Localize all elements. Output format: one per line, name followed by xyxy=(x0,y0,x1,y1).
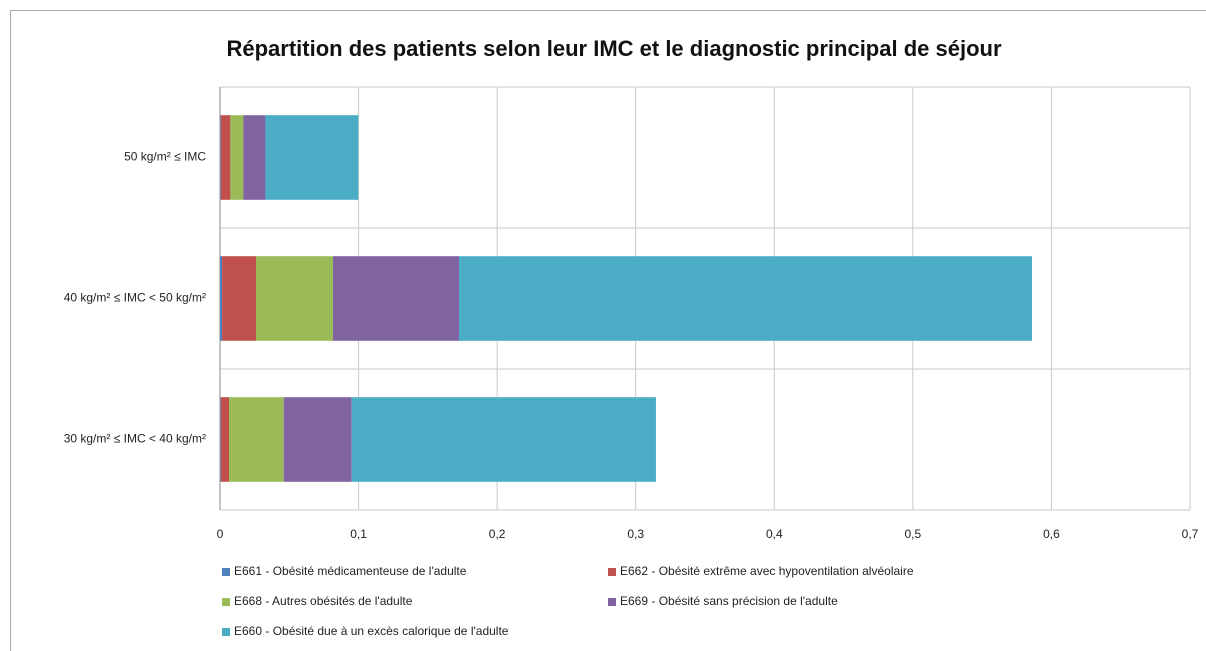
legend-swatch xyxy=(222,598,230,606)
legend-swatch xyxy=(222,568,230,576)
y-tick-label: 40 kg/m² ≤ IMC < 50 kg/m² xyxy=(64,291,206,305)
chart-title: Répartition des patients selon leur IMC … xyxy=(226,36,1001,61)
bar-segment xyxy=(256,256,333,341)
bar-segment xyxy=(283,397,352,482)
legend-label: E661 - Obésité médicamenteuse de l'adult… xyxy=(234,564,467,578)
bar-segment xyxy=(459,256,1033,341)
legend-label: E660 - Obésité due à un excès calorique … xyxy=(234,624,509,638)
x-tick-label: 0,5 xyxy=(905,527,922,541)
x-tick-label: 0,1 xyxy=(350,527,367,541)
bar-segment xyxy=(222,256,257,341)
bar-segment xyxy=(351,397,656,482)
legend-label: E668 - Autres obésités de l'adulte xyxy=(234,594,413,608)
x-tick-label: 0,7 xyxy=(1182,527,1199,541)
bar-segment xyxy=(220,397,221,482)
legend-swatch xyxy=(608,598,616,606)
bar-segment xyxy=(229,397,284,482)
bar-segment xyxy=(332,256,460,341)
bar-segment xyxy=(220,115,221,200)
x-tick-label: 0,2 xyxy=(489,527,506,541)
bar-segment xyxy=(230,115,244,200)
legend-swatch xyxy=(608,568,616,576)
y-tick-label: 30 kg/m² ≤ IMC < 40 kg/m² xyxy=(64,432,206,446)
legend-label: E669 - Obésité sans précision de l'adult… xyxy=(620,594,838,608)
bar-segment xyxy=(220,115,231,200)
legend-swatch xyxy=(222,628,230,636)
x-tick-label: 0 xyxy=(217,527,224,541)
x-tick-label: 0,4 xyxy=(766,527,783,541)
bar-segment xyxy=(243,115,266,200)
x-tick-label: 0,6 xyxy=(1043,527,1060,541)
bar-segment xyxy=(220,397,230,482)
bar-segment xyxy=(220,256,223,341)
y-tick-label: 50 kg/m² ≤ IMC xyxy=(124,150,206,164)
bar-segment xyxy=(265,115,359,200)
x-tick-label: 0,3 xyxy=(627,527,644,541)
legend-label: E662 - Obésité extrême avec hypoventilat… xyxy=(620,564,914,578)
